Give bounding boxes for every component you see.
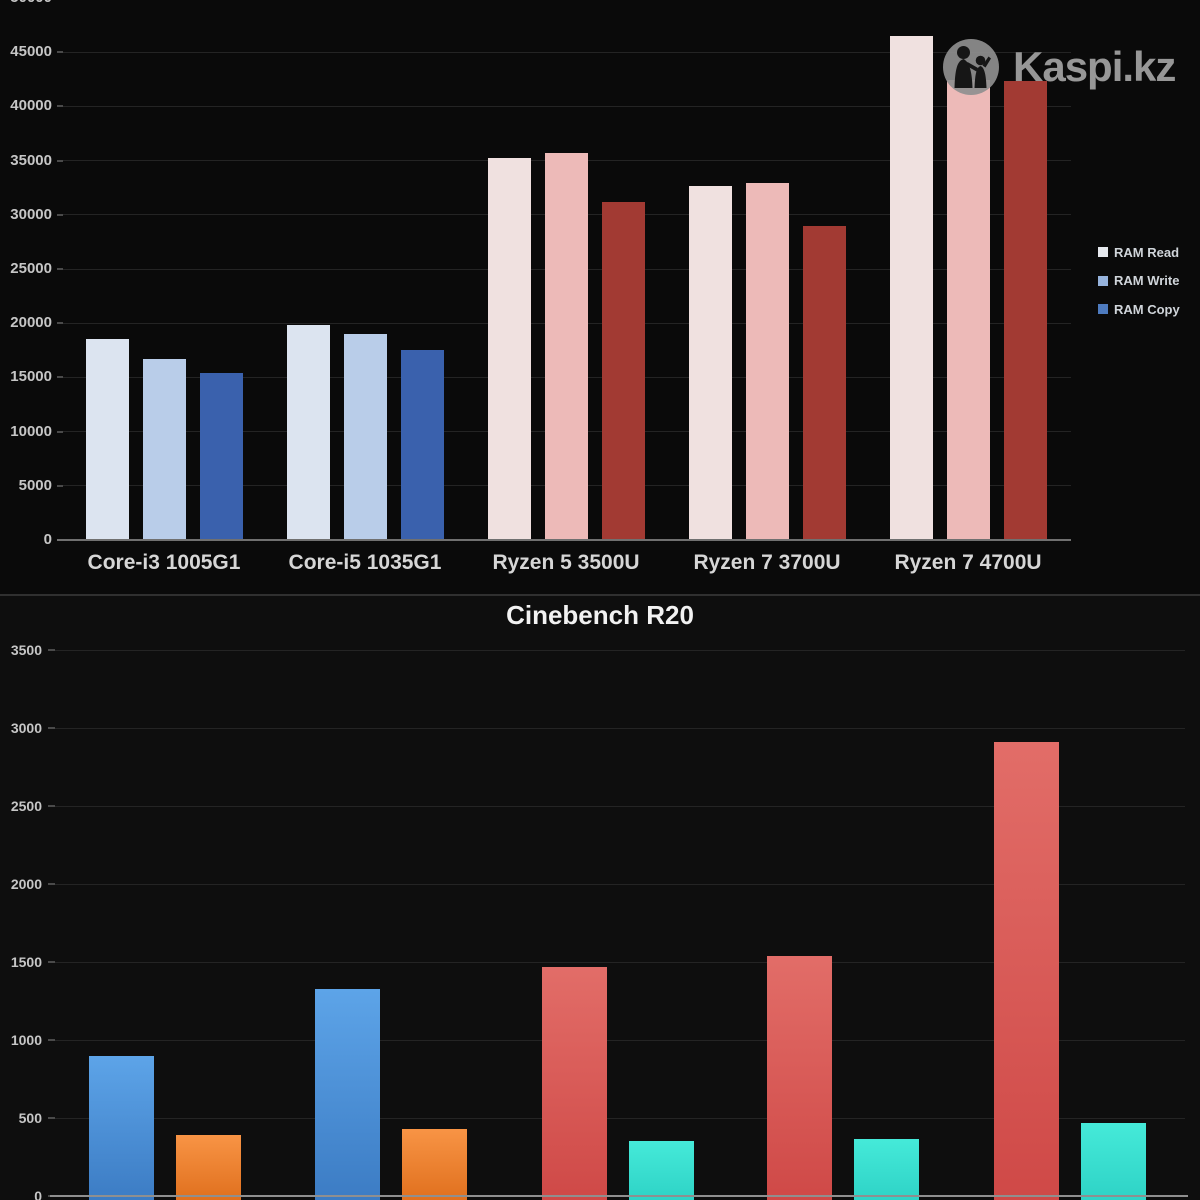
cinebench-gridline	[55, 1039, 1185, 1041]
cinebench-gridline	[55, 727, 1185, 729]
ram-chart-bar	[487, 158, 531, 540]
cinebench-tick-mark	[48, 805, 55, 807]
ram-chart-bar	[601, 201, 645, 540]
ram-chart-bar	[199, 373, 243, 540]
ram-chart-tick-label: 25000	[10, 260, 52, 277]
cinebench-tick-mark	[48, 961, 55, 963]
cinebench-tick-label: 1000	[10, 1032, 42, 1048]
ram-chart-gridline	[57, 105, 1071, 107]
ram-chart-bar	[343, 334, 387, 540]
cinebench-tick-label: 2500	[10, 798, 42, 814]
cinebench-tick-mark	[48, 649, 55, 651]
ram-chart-tick-label: 20000	[10, 314, 52, 332]
cinebench-tick-mark	[48, 883, 55, 885]
legend-swatch	[1098, 247, 1108, 257]
cinebench-bar	[175, 1135, 241, 1200]
cinebench-gridline	[55, 1117, 1185, 1119]
ram-chart-category-label: Ryzen 7 4700U	[894, 551, 1042, 574]
ram-chart-tick-label: 35000	[10, 151, 52, 169]
ram-chart-bar	[688, 185, 732, 540]
ram-chart-bar	[745, 183, 789, 540]
ram-chart-tick-label: 50000	[0, 0, 52, 7]
legend-swatch	[1098, 275, 1108, 286]
cinebench-axis-line	[50, 1195, 1188, 1197]
cinebench-bar	[88, 1055, 154, 1200]
ram-chart-tick-mark	[57, 322, 63, 325]
ram-chart-category-label: Core-i3 1005G1	[87, 551, 241, 574]
ram-chart-bar	[946, 80, 990, 540]
ram-chart-bar	[544, 153, 588, 540]
cinebench-gridline	[55, 961, 1185, 963]
cinebench-tick-label: 2000	[10, 876, 42, 892]
legend-label: RAM Write	[1114, 273, 1180, 288]
ram-chart-bar	[400, 350, 444, 540]
cinebench-bar	[1080, 1122, 1146, 1200]
cinebench-tick-label: 1500	[10, 954, 42, 970]
ram-chart-tick-mark	[57, 159, 63, 162]
ram-chart-category-label: Ryzen 5 3500U	[492, 551, 640, 574]
cinebench-bar	[541, 966, 607, 1200]
kaspi-logo-icon	[942, 38, 1000, 96]
ram-chart-tick-label: 45000	[10, 43, 52, 61]
cinebench-gridline	[55, 649, 1185, 651]
ram-chart-category-label: Core-i5 1035G1	[288, 551, 442, 574]
ram-chart-bar	[802, 225, 846, 540]
legend-swatch	[1098, 304, 1108, 314]
cinebench-bar	[767, 955, 832, 1200]
ram-chart-gridline	[57, 51, 1071, 53]
ram-chart-tick-label: 40000	[10, 97, 52, 115]
cinebench-gridline	[55, 883, 1185, 885]
ram-chart-tick-label: 5000	[18, 476, 52, 494]
cinebench-tick-mark	[48, 1117, 55, 1119]
ram-chart-bar	[286, 325, 330, 540]
ram-chart-tick-mark	[57, 213, 63, 216]
cinebench-bar	[315, 988, 380, 1200]
ram-chart-tick-label: 0	[43, 531, 52, 548]
ram-chart-tick-mark	[57, 105, 63, 108]
chart-title: Cinebench R20	[506, 600, 694, 630]
ram-chart-tick-mark	[57, 376, 63, 379]
ram-chart-bar	[142, 358, 186, 540]
cinebench-tick-mark	[48, 1039, 55, 1041]
ram-chart-bar	[85, 339, 129, 540]
kaspi-watermark: Kaspi.kz	[942, 38, 1176, 96]
cinebench-tick-label: 3000	[10, 720, 42, 736]
kaspi-watermark-text: Kaspi.kz	[1013, 43, 1176, 90]
cinebench-bar	[628, 1141, 694, 1200]
ram-chart-category-label: Ryzen 7 3700U	[693, 551, 841, 574]
cinebench-tick-label: 500	[18, 1110, 42, 1126]
cinebench-gridline	[55, 805, 1185, 807]
legend-item: RAM Read	[1098, 243, 1198, 261]
ram-chart-bar	[889, 35, 933, 540]
legend-label: RAM Read	[1114, 244, 1180, 260]
cinebench-tick-label: 0	[34, 1188, 42, 1200]
ram-chart-tick-mark	[57, 430, 63, 433]
ram-chart-tick-mark	[57, 484, 63, 487]
cinebench-tick-mark	[48, 727, 55, 729]
ram-chart-tick-label: 15000	[10, 368, 52, 386]
cinebench-tick-label: 3500	[10, 642, 42, 658]
ram-chart-tick-label: 10000	[10, 422, 52, 440]
cinebench-bar	[854, 1139, 919, 1200]
ram-chart-tick-mark	[57, 268, 63, 270]
legend-label: RAM Copy	[1114, 301, 1180, 317]
legend-item: RAM Copy	[1098, 300, 1198, 318]
cinebench-bar	[993, 742, 1059, 1200]
legend-item: RAM Write	[1098, 272, 1198, 290]
ram-chart-axis-line	[57, 539, 1071, 541]
cinebench-bar	[402, 1128, 467, 1200]
ram-chart-tick-label: 30000	[10, 205, 52, 223]
ram-chart-tick-mark	[57, 51, 63, 54]
ram-chart-bar	[1003, 81, 1047, 540]
